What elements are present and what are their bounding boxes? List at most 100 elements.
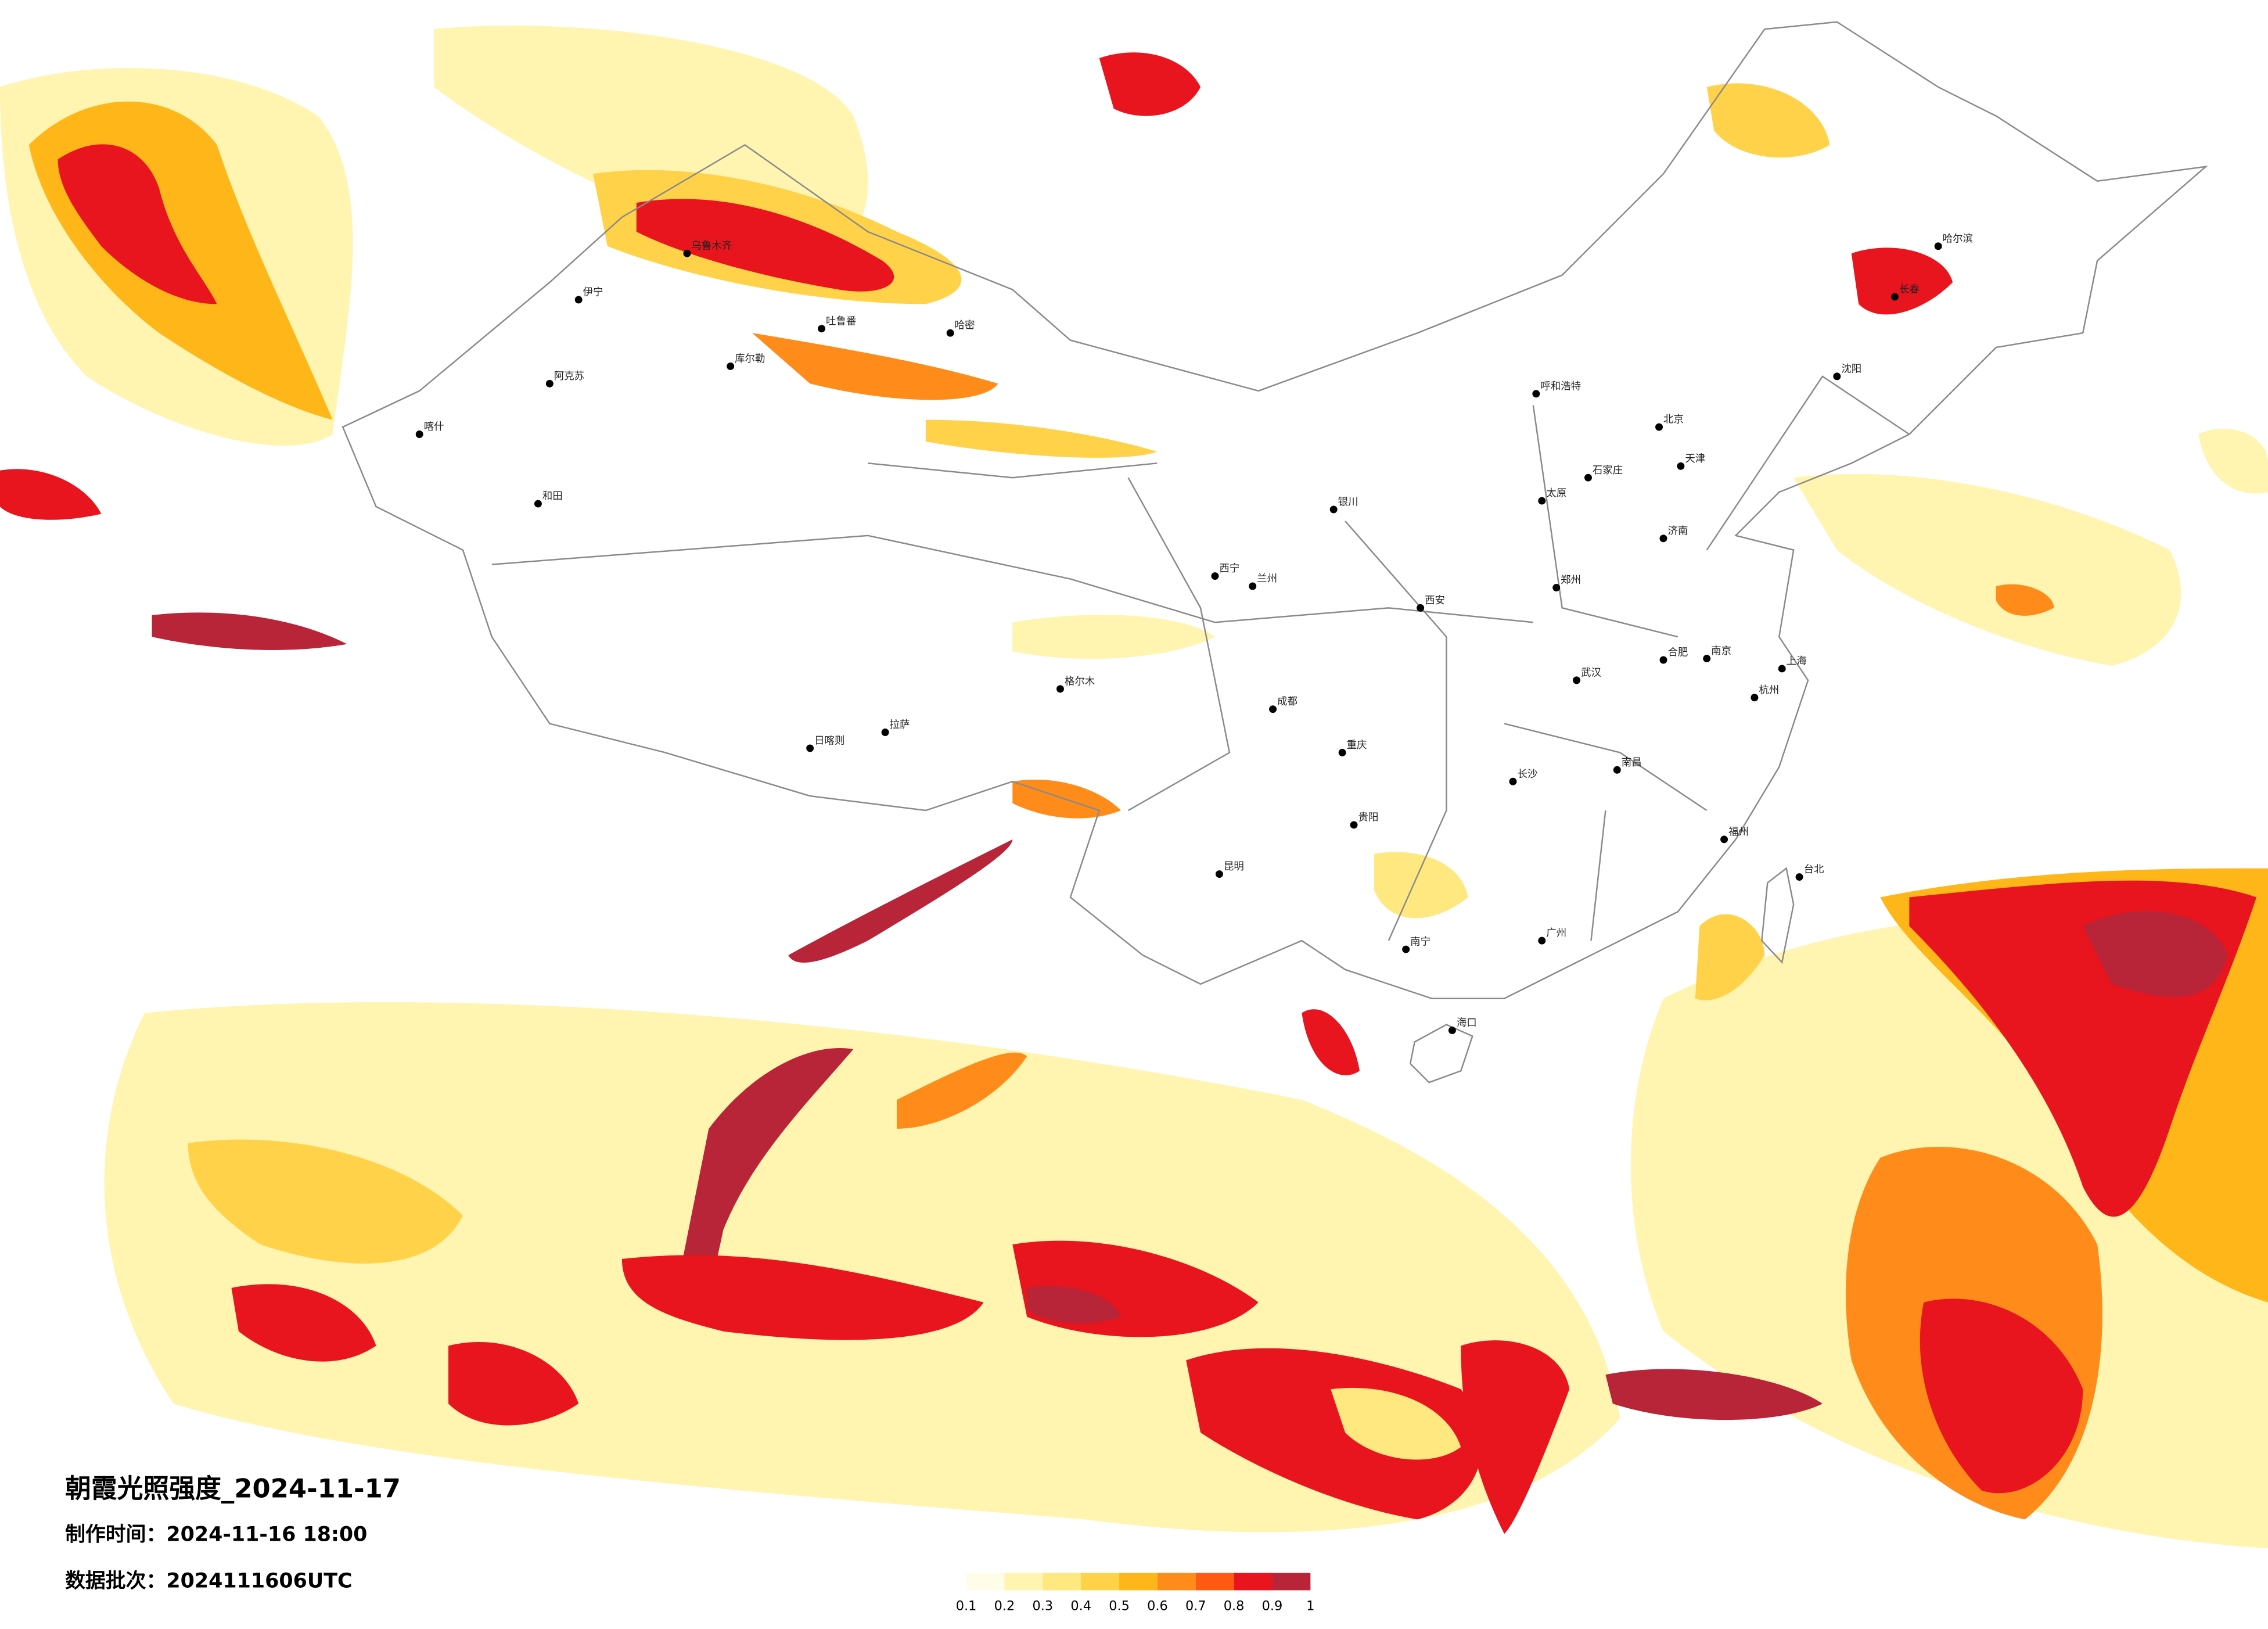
city-label: 石家庄 xyxy=(1593,465,1623,476)
city-marker xyxy=(415,430,423,438)
city-marker xyxy=(1448,1027,1456,1035)
city-marker xyxy=(946,329,954,337)
city-label: 银川 xyxy=(1338,497,1358,508)
city-marker xyxy=(1703,655,1711,662)
city-marker xyxy=(1538,937,1546,945)
intensity-area xyxy=(1461,1340,1570,1534)
city-marker xyxy=(806,744,814,752)
city-marker xyxy=(1584,473,1592,482)
production-time: 制作时间：2024-11-16 18:00 xyxy=(65,1523,367,1547)
intensity-area xyxy=(448,1342,579,1426)
city-marker xyxy=(1417,604,1425,612)
city-label: 太原 xyxy=(1546,488,1566,500)
country-outline xyxy=(342,21,2208,1083)
city-marker xyxy=(1833,372,1841,381)
intensity-area xyxy=(1920,1298,2083,1494)
city-label: 郑州 xyxy=(1561,575,1581,586)
city-marker xyxy=(1532,390,1540,398)
city-marker xyxy=(818,325,826,333)
city-label: 长春 xyxy=(1899,284,1920,295)
city-label: 广州 xyxy=(1546,928,1566,939)
city-label: 格尔木 xyxy=(1065,676,1095,687)
intensity-area xyxy=(1996,584,2054,616)
city-label: 拉萨 xyxy=(890,719,910,731)
city-marker xyxy=(534,500,542,508)
city-label: 日喀则 xyxy=(814,735,844,747)
city-marker xyxy=(1613,766,1621,774)
city-label: 哈密 xyxy=(955,320,975,332)
city-label: 重庆 xyxy=(1347,740,1367,751)
city-label: 呼和浩特 xyxy=(1540,381,1581,392)
city-label: 库尔勒 xyxy=(735,353,765,365)
city-label: 伊宁 xyxy=(583,286,603,298)
city-marker xyxy=(1573,676,1581,684)
legend-tick-label: 0.8 xyxy=(1224,1598,1245,1613)
intensity-area xyxy=(1851,247,1953,315)
city-marker xyxy=(545,379,553,387)
city-label: 乌鲁木齐 xyxy=(691,241,732,252)
city-marker xyxy=(1655,423,1663,431)
city-label: 西宁 xyxy=(1219,563,1239,575)
intensity-area xyxy=(1012,615,1215,659)
city-marker xyxy=(574,296,583,304)
city-label: 台北 xyxy=(1804,864,1824,876)
city-label: 南京 xyxy=(1711,645,1731,657)
intensity-area xyxy=(231,1284,376,1362)
city-label: 和田 xyxy=(542,491,563,503)
city-label: 沈阳 xyxy=(1841,363,1861,375)
intensity-area xyxy=(1374,852,1468,918)
intensity-area xyxy=(1605,1369,1823,1420)
city-label: 喀什 xyxy=(424,421,444,433)
intensity-area xyxy=(1027,1286,1122,1324)
legend-tick-label: 0.6 xyxy=(1147,1598,1168,1613)
legend-tick-label: 0.7 xyxy=(1185,1598,1206,1613)
legend-swatch xyxy=(1157,1573,1196,1591)
city-marker xyxy=(1677,462,1685,470)
city-label: 北京 xyxy=(1663,414,1684,426)
legend-swatch xyxy=(1272,1573,1311,1591)
legend-swatch xyxy=(1043,1573,1081,1591)
legend-swatch xyxy=(1195,1573,1234,1591)
intensity-area xyxy=(1793,473,2181,666)
intensity-area xyxy=(2198,428,2268,494)
legend-swatch xyxy=(1081,1573,1120,1591)
batch-info: 数据批次：2024111606UTC xyxy=(65,1569,353,1592)
city-label: 南宁 xyxy=(1410,937,1430,948)
city-marker xyxy=(1659,534,1667,543)
city-marker xyxy=(727,362,735,370)
intensity-area xyxy=(1302,1009,1360,1075)
city-label: 昆明 xyxy=(1224,861,1244,873)
city-marker xyxy=(1552,584,1561,591)
intensity-area xyxy=(788,839,1013,963)
city-label: 海口 xyxy=(1457,1017,1477,1029)
map-title: 朝霞光照强度_2024-11-17 xyxy=(65,1473,401,1504)
city-marker xyxy=(1538,497,1546,505)
city-label: 武汉 xyxy=(1581,667,1601,679)
legend-tick-label: 0.5 xyxy=(1109,1598,1130,1613)
city-label: 贵阳 xyxy=(1358,812,1379,823)
intensity-area xyxy=(925,419,1158,458)
legend-tick-label: 0.1 xyxy=(956,1598,977,1613)
city-marker xyxy=(1720,835,1728,844)
city-label: 杭州 xyxy=(1759,684,1779,696)
intensity-area xyxy=(680,1048,854,1304)
city-marker xyxy=(1338,748,1346,756)
intensity-area xyxy=(152,612,347,650)
city-marker xyxy=(1269,705,1277,713)
city-marker xyxy=(1249,582,1257,590)
boundary xyxy=(1761,867,1795,964)
city-marker xyxy=(1056,685,1064,693)
city-marker xyxy=(1890,293,1899,301)
city-label: 吐鲁番 xyxy=(826,315,856,327)
city-label: 合肥 xyxy=(1667,647,1688,659)
city-marker xyxy=(1211,572,1219,580)
intensity-area xyxy=(1186,1348,1482,1520)
legend-tick-label: 0.4 xyxy=(1070,1598,1091,1613)
intensity-area xyxy=(2083,911,2228,998)
legend-tick-label: 0.3 xyxy=(1033,1598,1054,1613)
legend: 0.1 0.2 0.3 0.4 0.5 0.6 0.7 0.8 0.9 1 xyxy=(956,1573,1314,1613)
boundary xyxy=(1409,1024,1473,1083)
